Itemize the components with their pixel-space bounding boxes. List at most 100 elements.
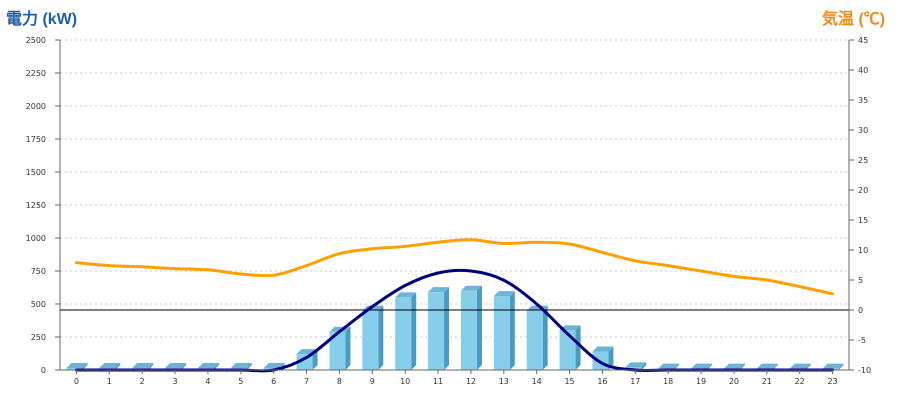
bar-13 xyxy=(493,291,515,370)
power-curve-line xyxy=(74,268,835,373)
bar-top xyxy=(723,363,745,369)
bar-side xyxy=(805,363,811,370)
right-tick-label: 20 xyxy=(858,186,868,195)
right-tick-label: 35 xyxy=(858,96,868,105)
x-tick-label: 2 xyxy=(140,377,145,386)
bar-top xyxy=(691,363,713,369)
bar-top xyxy=(428,287,450,293)
bar-front xyxy=(362,310,379,370)
x-tick-label: 4 xyxy=(205,377,210,386)
bar-side xyxy=(707,363,713,370)
bar-side xyxy=(246,363,252,370)
bar-front xyxy=(329,331,346,370)
right-axis-title: 気温 (℃) xyxy=(822,9,885,28)
right-tick-label: -10 xyxy=(858,366,871,375)
series-lines xyxy=(60,238,849,373)
right-tick-label: 5 xyxy=(858,276,863,285)
bar-side xyxy=(542,305,548,370)
bar-top xyxy=(197,363,219,369)
x-tick-label: 22 xyxy=(795,377,805,386)
x-tick-label: 23 xyxy=(827,377,837,386)
bar-top xyxy=(230,363,252,369)
right-tick-label: 10 xyxy=(858,246,868,255)
x-tick-label: 1 xyxy=(107,377,112,386)
bar-top xyxy=(658,363,680,369)
bar-top xyxy=(66,363,88,369)
bar-top xyxy=(460,285,482,291)
bar-top xyxy=(789,363,811,369)
temperature-line xyxy=(74,238,835,296)
right-tick-label: 30 xyxy=(858,126,868,135)
left-tick-label: 1000 xyxy=(26,234,46,243)
right-tick-label: 25 xyxy=(858,156,868,165)
x-tick-label: 14 xyxy=(532,377,542,386)
x-tick-label: 10 xyxy=(400,377,410,386)
x-tick-label: 16 xyxy=(597,377,607,386)
bar-side xyxy=(148,363,154,370)
bar-top xyxy=(625,362,647,368)
bar-side xyxy=(345,326,351,370)
left-tick-label: 1750 xyxy=(26,135,46,144)
left-tick-label: 0 xyxy=(41,366,46,375)
left-tick-label: 2250 xyxy=(26,69,46,78)
bar-0 xyxy=(66,363,88,370)
left-axis-title: 電力 (kW) xyxy=(6,9,77,28)
x-tick-label: 3 xyxy=(173,377,178,386)
x-tick-label: 21 xyxy=(762,377,772,386)
x-tick-label: 17 xyxy=(630,377,640,386)
x-tick-label: 20 xyxy=(729,377,739,386)
bar-side xyxy=(213,363,219,370)
x-tick-label: 19 xyxy=(696,377,706,386)
bar-side xyxy=(838,363,844,370)
bar-front xyxy=(428,292,445,370)
bar-front xyxy=(559,330,576,370)
left-tick-label: 2500 xyxy=(26,36,46,45)
x-tick-label: 6 xyxy=(271,377,276,386)
x-tick-label: 0 xyxy=(74,377,79,386)
bar-9 xyxy=(362,305,384,370)
x-tick-label: 9 xyxy=(370,377,375,386)
bar-side xyxy=(772,363,778,370)
bar-side xyxy=(444,287,450,370)
bar-side xyxy=(608,346,614,370)
bar-side xyxy=(641,362,647,370)
bar-side xyxy=(509,291,515,370)
left-tick-label: 250 xyxy=(31,333,46,342)
left-tick-label: 750 xyxy=(31,267,46,276)
bar-front xyxy=(395,297,412,370)
bar-15 xyxy=(559,325,581,370)
power-bars xyxy=(66,285,844,370)
grid-lines xyxy=(60,39,849,338)
bar-top xyxy=(493,291,515,297)
bar-side xyxy=(739,363,745,370)
x-tick-label: 11 xyxy=(433,377,443,386)
left-tick-label: 2000 xyxy=(26,102,46,111)
bar-top xyxy=(756,363,778,369)
right-tick-label: -5 xyxy=(858,336,866,345)
bar-side xyxy=(674,363,680,370)
left-tick-label: 1250 xyxy=(26,201,46,210)
bar-top xyxy=(395,292,417,298)
bar-front xyxy=(66,368,83,370)
bar-side xyxy=(82,363,88,370)
bar-8 xyxy=(329,326,351,370)
left-tick-label: 1500 xyxy=(26,168,46,177)
x-tick-label: 8 xyxy=(337,377,342,386)
bar-11 xyxy=(428,287,450,370)
x-tick-label: 15 xyxy=(564,377,574,386)
bar-side xyxy=(181,363,187,370)
bar-top xyxy=(592,346,614,352)
x-tick-label: 12 xyxy=(466,377,476,386)
x-tick-label: 5 xyxy=(238,377,243,386)
axes: 02505007501000125015001750200022502500-1… xyxy=(26,36,871,386)
bar-12 xyxy=(460,285,482,370)
bar-top xyxy=(132,363,154,369)
bar-top xyxy=(165,363,187,369)
x-tick-label: 18 xyxy=(663,377,673,386)
bar-side xyxy=(411,292,417,370)
x-tick-label: 13 xyxy=(499,377,509,386)
left-tick-label: 500 xyxy=(31,300,46,309)
bar-front xyxy=(296,354,313,370)
